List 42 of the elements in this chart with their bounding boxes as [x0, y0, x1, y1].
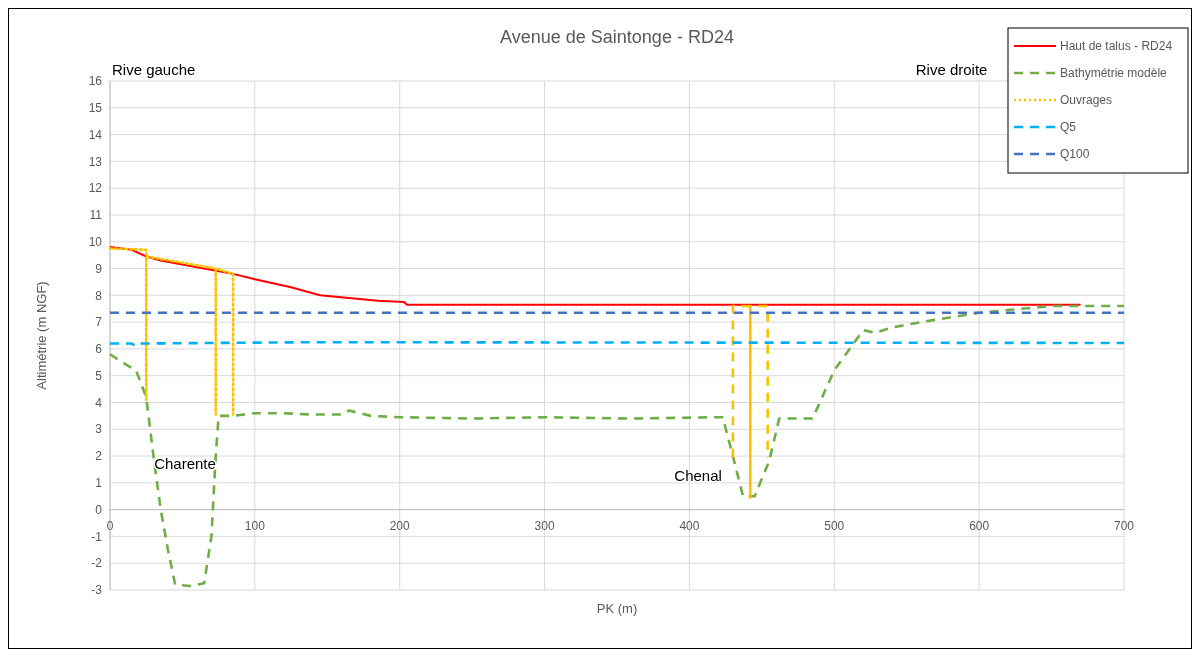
y-tick-label: 8 [95, 288, 103, 303]
legend-label: Ouvrages [1060, 93, 1113, 108]
legend-label: Haut de talus - RD24 [1060, 39, 1173, 54]
y-tick-label: 6 [95, 342, 103, 357]
line-series [108, 247, 235, 416]
y-tick-label: 7 [95, 315, 103, 330]
y-tick-label: 11 [89, 208, 103, 223]
x-tick-label: 500 [824, 518, 845, 533]
y-tick-label: 2 [95, 449, 103, 464]
x-tick-label: 200 [389, 518, 411, 533]
y-tick-label: -3 [91, 583, 103, 598]
legend-label: Bathymétrie modèle [1060, 66, 1168, 81]
y-tick-label: 10 [88, 234, 103, 249]
y-tick-label: 4 [95, 395, 103, 410]
chart-title: Avenue de Saintonge - RD24 [500, 27, 734, 47]
x-tick-label: 0 [106, 518, 114, 533]
y-tick-label: 1 [95, 476, 103, 491]
y-tick-label: 5 [95, 368, 103, 383]
y-tick-label: 16 [88, 74, 103, 89]
y-tick-label: 3 [95, 422, 103, 437]
y-tick-label: -2 [91, 556, 103, 571]
y-tick-label: 13 [88, 154, 103, 169]
x-tick-label: 100 [244, 518, 266, 533]
y-tick-label: 9 [95, 261, 103, 276]
x-axis-title: PK (m) [596, 601, 638, 616]
line-series [109, 246, 1082, 306]
x-tick-label: 700 [1113, 518, 1135, 533]
annotation: Charente [154, 455, 216, 473]
y-tick-label: 0 [95, 502, 103, 517]
text: Rive droite [915, 61, 988, 78]
y-tick-label: -1 [91, 529, 103, 544]
y-tick-label: 15 [88, 100, 103, 115]
y-axis-title: Altimétrie (m NGF) [34, 281, 49, 390]
x-tick-label: 600 [969, 518, 990, 533]
y-tick-label: 12 [88, 181, 103, 196]
annotation: Chenal [674, 466, 722, 484]
text: Rive gauche [112, 61, 196, 78]
y-tick-label: 14 [88, 127, 103, 142]
legend-label: Q100 [1060, 147, 1090, 162]
legend-label: Q5 [1060, 120, 1077, 135]
x-tick-label: 300 [534, 518, 555, 533]
x-tick-label: 400 [679, 518, 700, 533]
